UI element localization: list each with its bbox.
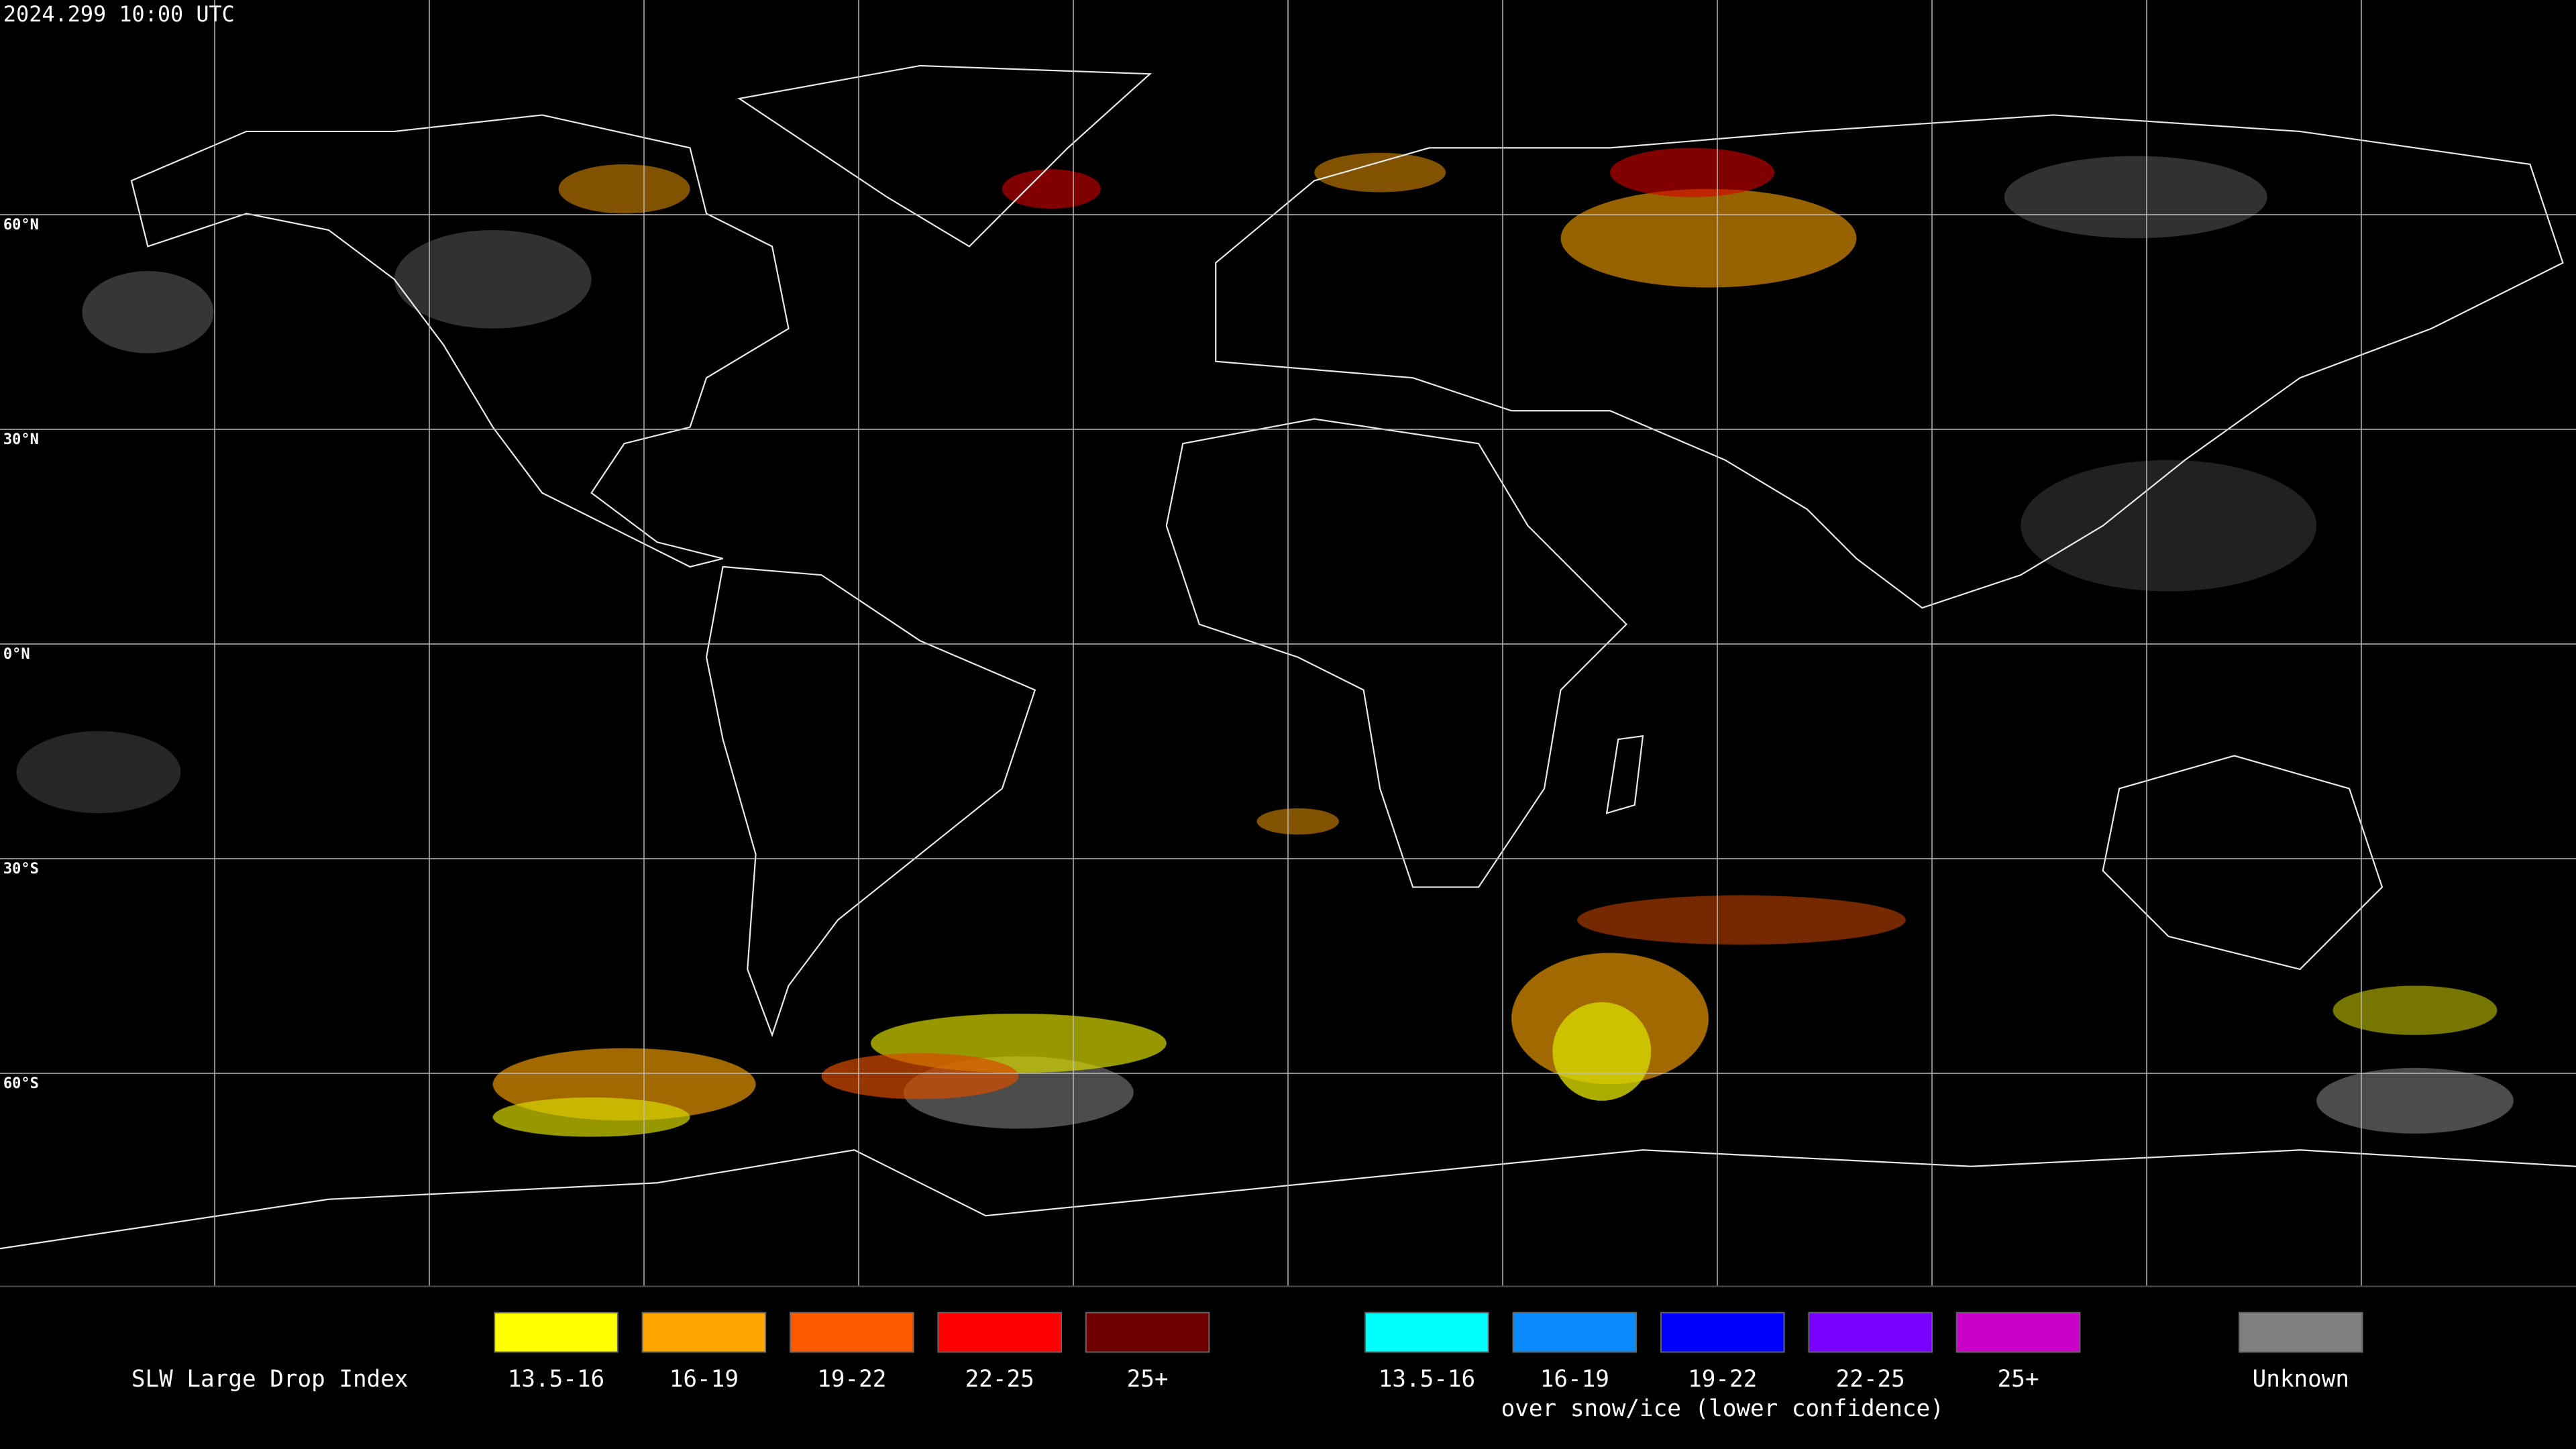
- north-america: [130, 114, 790, 568]
- latitude-label: 0°N: [3, 646, 30, 663]
- madagascar: [1605, 735, 1644, 814]
- legend-swatch: [1512, 1311, 1638, 1353]
- coastlines: [0, 64, 2576, 1250]
- eurasia: [1215, 114, 2564, 609]
- legend-swatch: [789, 1311, 914, 1353]
- legend-caption: over snow/ice (lower confidence): [1501, 1395, 1944, 1422]
- legend-label: 25+: [1127, 1366, 1169, 1393]
- latitude-label: 60°N: [3, 217, 39, 233]
- legend-swatch: [1085, 1311, 1210, 1353]
- legend-label: 16-19: [669, 1366, 739, 1393]
- legend-swatch: [1808, 1311, 1933, 1353]
- legend-label: 13.5-16: [1379, 1366, 1475, 1393]
- latitude-label: 30°S: [3, 861, 39, 877]
- antarctica: [0, 1149, 2576, 1250]
- legend-label: 13.5-16: [508, 1366, 604, 1393]
- legend-swatch: [2238, 1311, 2363, 1353]
- latitude-label: 60°S: [3, 1075, 39, 1092]
- timestamp: 2024.299 10:00 UTC: [3, 1, 235, 27]
- africa: [1165, 418, 1628, 888]
- legend-label: 25+: [1998, 1366, 2039, 1393]
- legend-label: 22-25: [1836, 1366, 1905, 1393]
- legend-label: 22-25: [965, 1366, 1034, 1393]
- legend-swatch: [641, 1311, 767, 1353]
- australia: [2102, 755, 2383, 971]
- legend: SLW Large Drop Index 13.5-16 16-19 19-22 22…: [131, 1311, 2363, 1422]
- legend-swatch: [937, 1311, 1063, 1353]
- south-america: [705, 566, 1036, 1038]
- graticule: 60°N 30°N 0°N 30°S 60°S: [0, 0, 2576, 1287]
- legend-swatch: [1364, 1311, 1489, 1353]
- legend-label: 16-19: [1540, 1366, 1609, 1393]
- legend-swatch: [1955, 1311, 2081, 1353]
- greenland: [737, 64, 1152, 248]
- latitude-label: 30°N: [3, 431, 39, 448]
- legend-swatch: [494, 1311, 619, 1353]
- legend-label: 19-22: [817, 1366, 886, 1393]
- cloud-field: [16, 148, 2514, 1137]
- legend-label: Unknown: [2253, 1366, 2349, 1393]
- legend-swatch: [1660, 1311, 1785, 1353]
- legend-title: SLW Large Drop Index: [131, 1366, 409, 1393]
- legend-label: 19-22: [1688, 1366, 1757, 1393]
